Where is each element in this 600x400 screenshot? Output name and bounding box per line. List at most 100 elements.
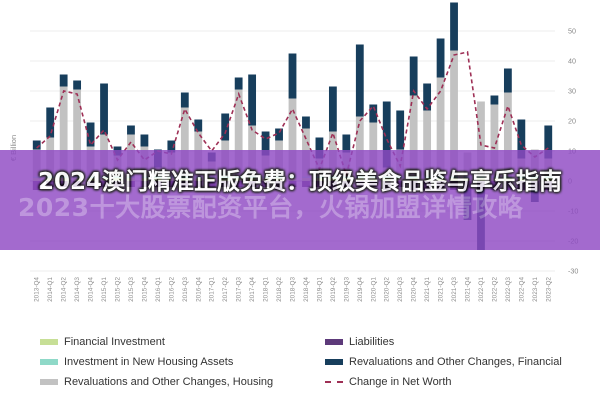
bar-segment (396, 110, 405, 150)
banner-title[interactable]: 2024澳门精准正版免费：顶级美食品鉴与享乐指南 (37, 169, 562, 195)
bar-segment (167, 140, 176, 153)
bar-segment (328, 86, 337, 132)
bar-segment (517, 119, 526, 159)
x-tick-label: 2019-Q4 (357, 277, 364, 302)
bar-segment (288, 53, 297, 99)
x-tick-label: 2014-Q4 (88, 277, 95, 302)
x-tick-label: 2020-Q2 (384, 277, 391, 302)
legend-item-new-housing: Investment in New Housing Assets (40, 353, 233, 371)
legend-label: Revaluations and Other Changes, Housing (64, 376, 274, 388)
bar-segment (221, 113, 230, 141)
x-tick-label: 2022-Q2 (491, 277, 498, 302)
bar-segment (248, 74, 257, 126)
bar-segment (315, 137, 324, 159)
legend-item-liabilities: Liabilities (325, 333, 394, 351)
bar-segment (503, 68, 512, 93)
x-tick-label: 2015-Q4 (141, 277, 148, 302)
bar-segment (423, 110, 432, 177)
x-tick-label: 2015-Q2 (115, 277, 122, 302)
bar-segment (140, 134, 149, 147)
bar-segment (450, 2, 458, 51)
bar-segment (382, 101, 391, 168)
x-tick-label: 2018-Q4 (303, 277, 310, 302)
bar-segment (490, 95, 499, 105)
legend-dash (325, 381, 343, 383)
bar-segment (261, 131, 270, 156)
y-tick-label: 30 (568, 87, 576, 96)
x-tick-label: 2021-Q2 (438, 277, 445, 302)
promo-banner[interactable]: 2023十大股票配资平台，火锅加盟详情攻略 2024澳门精准正版免费：顶级美食品… (0, 150, 600, 250)
bar-segment (73, 80, 82, 90)
x-tick-label: 2019-Q3 (343, 277, 350, 302)
x-tick-label: 2020-Q3 (397, 277, 404, 302)
bar-segment (59, 74, 68, 87)
x-tick-label: 2018-Q2 (276, 277, 283, 302)
x-tick-label: 2018-Q1 (263, 277, 270, 302)
x-tick-label: 2015-Q1 (101, 277, 108, 302)
legend-swatch (325, 359, 343, 365)
x-tick-label: 2020-Q1 (370, 277, 377, 302)
banner-background-text: 2023十大股票配资平台，火锅加盟详情攻略 (18, 193, 524, 222)
y-axis-label: € Billion (9, 135, 18, 161)
x-tick-label: 2022-Q3 (505, 277, 512, 302)
y-tick-label: 40 (568, 57, 576, 66)
x-tick-label: 2016-Q2 (168, 277, 175, 302)
x-tick-label: 2017-Q4 (249, 277, 256, 302)
y-tick-label: -30 (568, 267, 578, 276)
legend-label: Change in Net Worth (349, 376, 452, 388)
x-tick-label: 2017-Q3 (236, 277, 243, 302)
bar-segment (409, 56, 418, 96)
bar-segment (423, 83, 432, 111)
y-tick-label: 50 (568, 27, 576, 36)
bar-segment (86, 122, 95, 147)
bar-segment (436, 77, 445, 177)
x-tick-label: 2015-Q3 (128, 277, 135, 302)
legend-swatch (40, 359, 58, 365)
x-tick-label: 2023-Q2 (545, 277, 552, 302)
bar-segment (180, 107, 189, 177)
x-tick-labels: 2013-Q4 2014-Q1 2014-Q2 2014-Q3 2014-Q4 2015-… (34, 277, 553, 302)
bar-segment (436, 38, 445, 78)
bar-segment (180, 92, 189, 108)
x-tick-label: 2017-Q2 (222, 277, 229, 302)
bar-segment (490, 104, 499, 177)
bar-segment (73, 89, 82, 177)
legend-label: Investment in New Housing Assets (64, 356, 234, 368)
x-tick-label: 2014-Q1 (47, 277, 54, 302)
bar-segment (127, 125, 135, 135)
legend-label: Revaluations and Other Changes, Financia… (349, 356, 562, 368)
bar-segment (194, 119, 203, 132)
legend-swatch (40, 379, 58, 385)
x-tick-label: 2022-Q1 (478, 277, 485, 302)
legend-item-revaluations-housing: Revaluations and Other Changes, Housing (40, 373, 273, 391)
legend-item-revaluations-financial: Revaluations and Other Changes, Financia… (325, 353, 562, 371)
y-tick-label: 20 (568, 117, 576, 126)
bar-segment (46, 107, 55, 138)
x-tick-label: 2020-Q4 (411, 277, 418, 302)
x-tick-label: 2016-Q3 (182, 277, 189, 302)
x-tick-label: 2022-Q4 (518, 277, 525, 302)
bar-segment (288, 98, 297, 177)
bar-segment (100, 83, 108, 135)
chart-legend: Financial Investment Investment in New H… (40, 333, 580, 393)
legend-label: Liabilities (349, 336, 395, 348)
bar-segment (355, 44, 364, 117)
legend-item-net-worth: Change in Net Worth (325, 373, 452, 391)
x-tick-label: 2017-Q1 (209, 277, 216, 302)
bar-segment (503, 92, 512, 177)
x-tick-label: 2014-Q2 (61, 277, 68, 302)
legend-label: Financial Investment (64, 336, 165, 348)
legend-swatch (40, 339, 58, 345)
bar-segment (275, 128, 283, 141)
x-tick-label: 2018-Q3 (290, 277, 297, 302)
bar-segment (32, 140, 41, 150)
bar-segment (59, 86, 68, 177)
bar-segment (234, 89, 243, 177)
x-tick-label: 2019-Q1 (316, 277, 323, 302)
x-tick-label: 2021-Q4 (465, 277, 472, 302)
legend-item-financial-investment: Financial Investment (40, 333, 165, 351)
bar-segment (369, 122, 378, 177)
bar-segment (302, 116, 310, 129)
bar-segment (409, 95, 418, 177)
bar-segment (544, 125, 553, 159)
